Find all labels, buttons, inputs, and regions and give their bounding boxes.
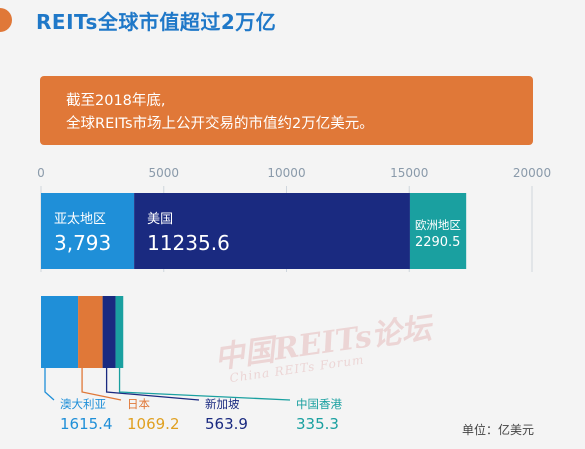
banner-line-2: 全球REITs市场上公开交易的市值约2万亿美元。 xyxy=(66,116,374,132)
detail-bar-hongkong xyxy=(115,296,124,368)
x-tick-label: 20000 xyxy=(513,166,551,180)
series-label-europe: 欧洲地区 xyxy=(415,218,461,232)
detail-value-japan: 1069.2 xyxy=(127,415,180,433)
bar-segment-usa xyxy=(134,193,410,269)
connector-line-hongkong xyxy=(118,368,291,401)
bar-segment-asia-pacific xyxy=(41,193,135,269)
detail-label-australia: 澳大利亚 xyxy=(60,397,106,411)
data-label-europe: 2290.5 xyxy=(415,235,461,250)
data-label-usa: 11235.6 xyxy=(147,231,230,255)
detail-bar-singapore xyxy=(102,296,116,368)
page-title: REITs全球市值超过2万亿 xyxy=(36,10,277,34)
detail-bar-japan xyxy=(78,296,103,368)
detail-value-australia: 1615.4 xyxy=(60,415,113,433)
series-label-usa: 美国 xyxy=(147,212,173,227)
detail-bar-australia xyxy=(41,296,79,368)
connector-line-australia xyxy=(44,368,55,401)
connector-line-singapore xyxy=(105,368,200,401)
connector-line-japan xyxy=(81,368,122,401)
x-tick-label: 0 xyxy=(37,166,45,180)
x-tick-label: 15000 xyxy=(390,166,428,180)
detail-label-hongkong: 中国香港 xyxy=(296,397,342,411)
x-tick-label: 10000 xyxy=(267,166,305,180)
detail-label-singapore: 新加坡 xyxy=(205,397,240,411)
detail-value-hongkong: 335.3 xyxy=(296,415,339,433)
unit-label: 单位：亿美元 xyxy=(462,423,535,437)
detail-label-japan: 日本 xyxy=(127,397,150,411)
summary-banner: 截至2018年底, 全球REITs市场上公开交易的市值约2万亿美元。 xyxy=(40,76,533,145)
title-accent-dot xyxy=(0,8,12,32)
x-tick-label: 5000 xyxy=(148,166,179,180)
series-label-asia-pacific: 亚太地区 xyxy=(54,212,106,227)
banner-line-1: 截至2018年底, xyxy=(66,93,166,109)
data-label-asia-pacific: 3,793 xyxy=(54,231,111,255)
bar-segment-europe xyxy=(409,193,467,269)
detail-value-singapore: 563.9 xyxy=(205,415,248,433)
